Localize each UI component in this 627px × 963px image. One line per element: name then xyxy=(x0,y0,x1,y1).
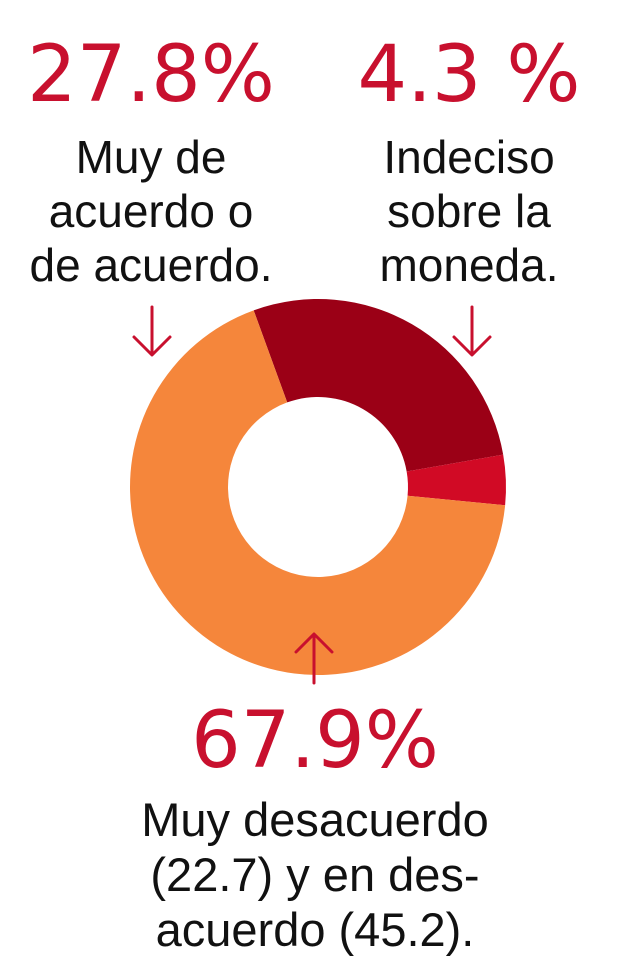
agree-percent-label: 27.8% xyxy=(27,30,275,120)
pointer-arrows xyxy=(132,305,492,685)
agree-description-line: de acuerdo. xyxy=(29,239,273,291)
agree-description-line: Muy de xyxy=(75,131,227,183)
undecided-description-line: Indeciso xyxy=(383,131,555,183)
agree-description: Muy de acuerdo o de acuerdo. xyxy=(20,130,282,292)
disagree-description-line: Muy desacuerdo xyxy=(141,793,489,846)
disagree-description: Muy desacuerdo (22.7) y en des- acuerdo … xyxy=(100,792,530,957)
undecided-arrow-icon xyxy=(452,305,492,357)
donut-slice-undecided xyxy=(406,454,506,506)
donut-slice-agree xyxy=(253,299,504,472)
agree-description-line: acuerdo o xyxy=(48,185,254,237)
agree-arrow-icon xyxy=(132,305,172,357)
donut-slices xyxy=(129,299,506,675)
disagree-arrow-icon xyxy=(294,632,334,685)
disagree-description-line: acuerdo (45.2). xyxy=(155,903,475,956)
donut-slice-disagree xyxy=(129,310,506,675)
undecided-description-line: sobre la xyxy=(387,185,551,237)
undecided-description: Indeciso sobre la moneda. xyxy=(344,130,594,292)
undecided-description-line: moneda. xyxy=(379,239,559,291)
undecided-percent-label: 4.3 % xyxy=(357,30,581,120)
disagree-percent-label: 67.9% xyxy=(191,696,439,786)
disagree-description-line: (22.7) y en des- xyxy=(150,848,480,901)
